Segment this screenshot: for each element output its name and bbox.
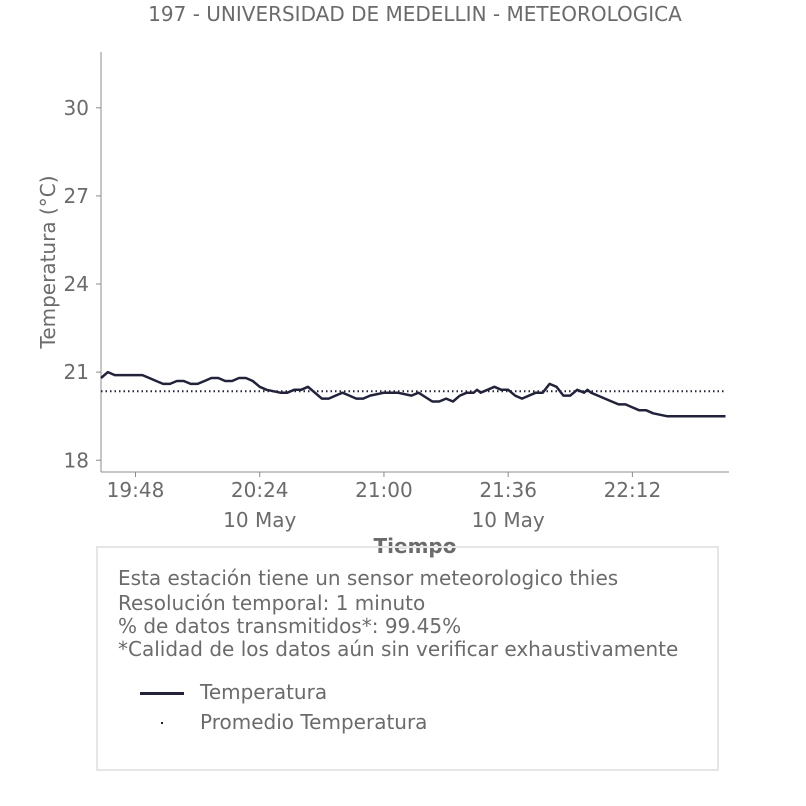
legend-temperature-label: Temperatura xyxy=(200,680,328,704)
x-tick-label: 21:36 xyxy=(479,478,537,502)
chart-title: 197 - UNIVERSIDAD DE MEDELLIN - METEOROL… xyxy=(148,2,682,26)
y-axis-label: Temperatura (°C) xyxy=(36,175,60,349)
info-resolution-text: Resolución temporal: 1 minuto xyxy=(118,591,426,615)
info-sensor-text: Esta estación tiene un sensor meteorolog… xyxy=(118,566,619,590)
x-tick-label: 20:24 xyxy=(231,478,289,502)
info-transmitted-text: % de datos transmitidos*: 99.45% xyxy=(118,614,462,638)
y-tick-label: 24 xyxy=(64,272,89,296)
legend-temperature-swatch xyxy=(140,692,184,695)
x-tick-date-label: 10 May xyxy=(472,508,545,532)
x-tick-label: 22:12 xyxy=(604,478,662,502)
info-quality-note: *Calidad de los datos aún sin verificar … xyxy=(118,637,679,661)
y-ticks: 18 21 24 27 30 xyxy=(64,96,101,472)
x-tick-label: 21:00 xyxy=(355,478,413,502)
y-tick-label: 30 xyxy=(64,96,89,120)
axes xyxy=(100,52,729,473)
x-ticks: 19:48 20:24 10 May 21:00 21:36 10 May 22:12 xyxy=(107,472,662,532)
legend-average-label: Promedio Temperatura xyxy=(200,710,428,734)
x-tick-date-label: 10 May xyxy=(223,508,296,532)
y-tick-label: 27 xyxy=(64,184,89,208)
series-layer xyxy=(100,370,726,418)
y-tick-label: 21 xyxy=(64,360,89,384)
info-box: Esta estación tiene un sensor meteorolog… xyxy=(96,546,719,771)
temperature-chart: 18 21 24 27 30 19:48 20:24 10 May 21:00 21:36 10 … xyxy=(36,52,729,558)
legend-average-swatch xyxy=(161,722,163,724)
temperature-series-line xyxy=(100,370,726,418)
x-tick-label: 19:48 xyxy=(107,478,165,502)
y-tick-label: 18 xyxy=(64,448,89,472)
